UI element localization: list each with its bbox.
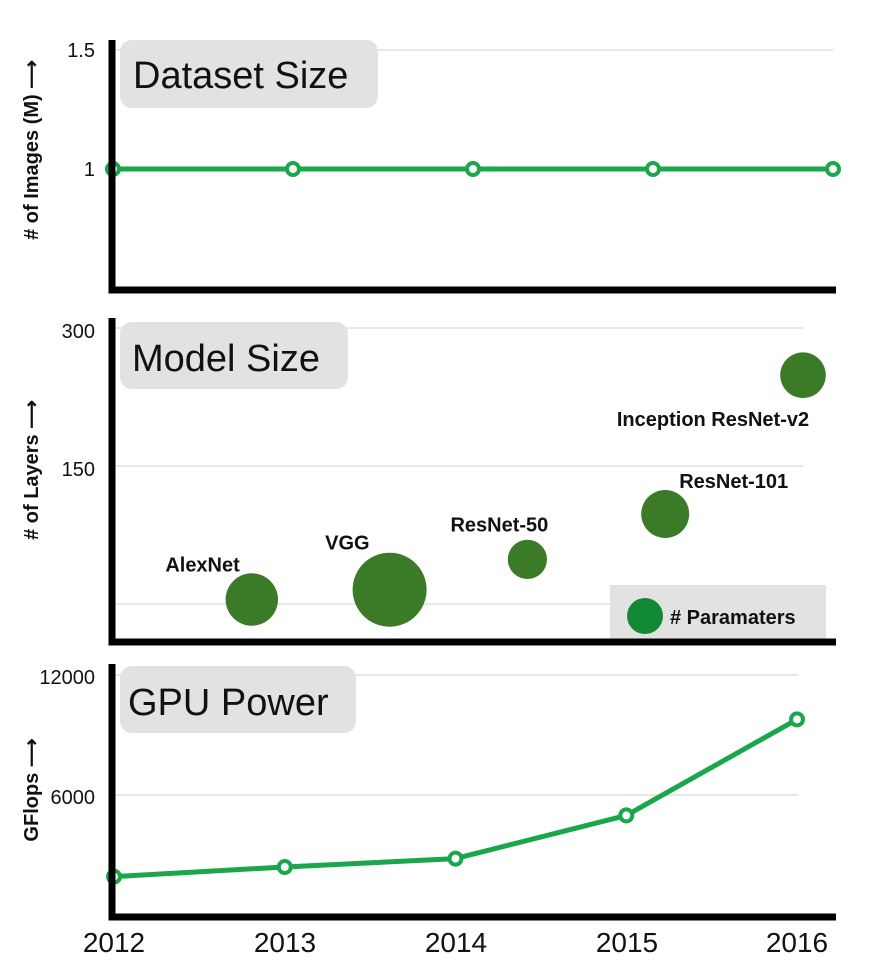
bubble <box>641 490 690 538</box>
title-box <box>120 666 356 733</box>
x-axis-ticks: 2012 2013 2014 2015 2016 <box>83 927 828 958</box>
data-point <box>645 161 661 177</box>
panel-title: Dataset Size <box>133 55 348 97</box>
y-axis-label: # of Layers ⟶ <box>21 400 43 540</box>
y-tick-label: 1 <box>84 159 95 181</box>
data-point <box>285 161 301 177</box>
axis-frame <box>108 40 836 294</box>
bubble-label: VGG <box>325 533 369 555</box>
title-box <box>120 322 348 389</box>
y-tick-label: 300 <box>62 321 95 343</box>
bubble <box>507 539 547 580</box>
y-axis-label: GFlops ⟶ <box>21 738 43 841</box>
data-point <box>789 711 805 728</box>
data-point <box>465 161 481 177</box>
x-tick-label: 2013 <box>254 927 316 958</box>
bubble-label: ResNet-101 <box>679 471 788 493</box>
panel-gpu-power: GPU Power 12000 6000 GFlops ⟶ <box>21 664 836 921</box>
bubble <box>780 352 826 399</box>
x-tick-label: 2012 <box>83 927 145 958</box>
legend-marker <box>627 598 663 634</box>
legend: # Paramaters <box>610 585 826 643</box>
bubbles: AlexNet VGG ResNet-50 ResNet-101 Inception R… <box>165 352 826 627</box>
panel-title: Model Size <box>132 338 320 380</box>
y-tick-label: 1.5 <box>67 40 95 62</box>
panel-title: GPU Power <box>128 682 329 724</box>
axis-frame <box>108 318 836 646</box>
panel-dataset-size: Dataset Size 1.5 1 # of Images (M) ⟶ <box>21 40 841 294</box>
y-tick-label: 6000 <box>51 787 96 809</box>
series-markers <box>106 711 805 885</box>
x-tick-label: 2014 <box>425 927 487 958</box>
y-axis-label: # of Images (M) ⟶ <box>21 60 43 240</box>
y-tick-label: 12000 <box>39 667 95 689</box>
bubble-label: AlexNet <box>165 555 240 577</box>
bubble <box>225 573 278 626</box>
data-point <box>276 859 293 875</box>
bubble <box>352 552 427 627</box>
legend-label: # Paramaters <box>670 607 796 629</box>
axis-frame <box>108 664 836 921</box>
y-tick-label: 150 <box>62 459 95 481</box>
data-point <box>825 161 841 177</box>
panel-model-size: Model Size 300 150 # of Layers ⟶ AlexNet… <box>21 318 836 646</box>
title-box <box>120 40 378 108</box>
bubble-label: ResNet-50 <box>450 514 548 536</box>
data-point <box>447 850 464 867</box>
x-tick-label: 2016 <box>766 927 828 958</box>
data-point <box>618 807 635 824</box>
bubble-label: Inception ResNet-v2 <box>617 409 809 431</box>
x-tick-label: 2015 <box>596 927 658 958</box>
